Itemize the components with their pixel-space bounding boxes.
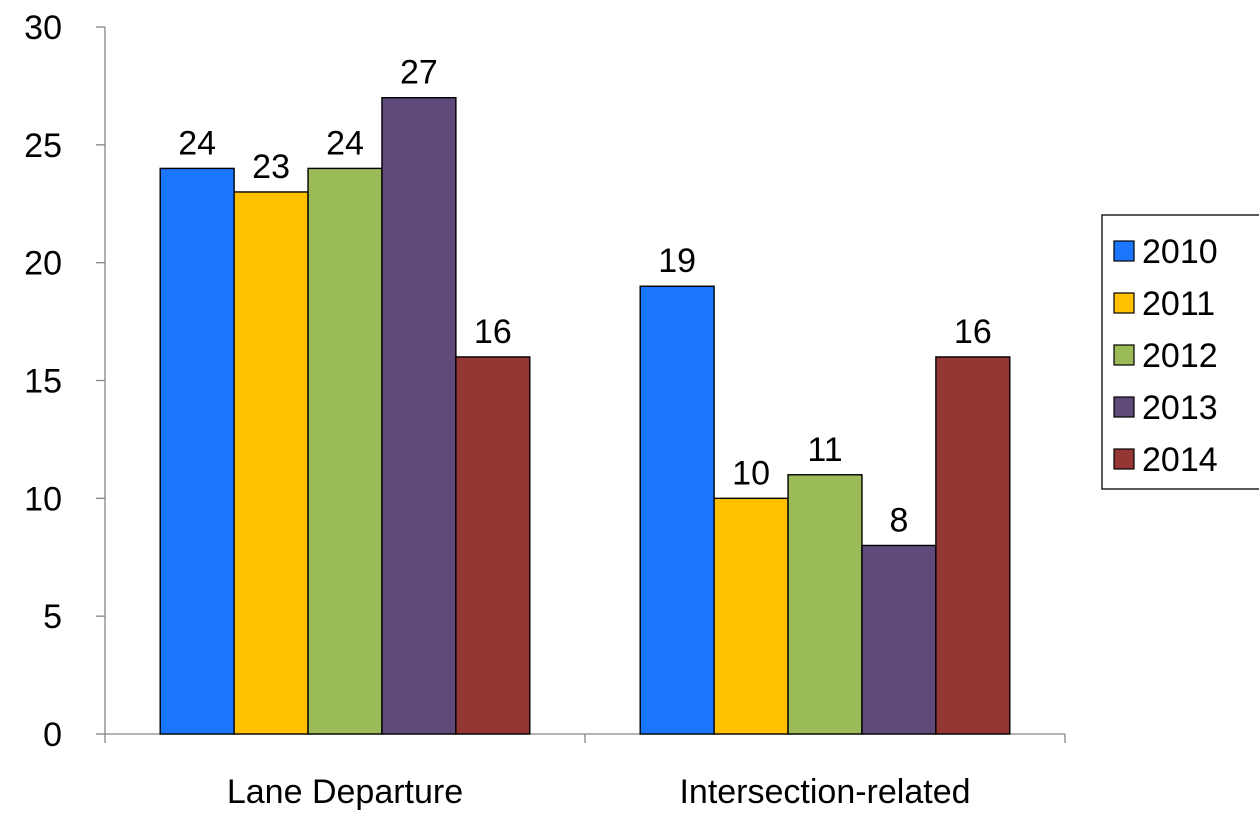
legend-swatch xyxy=(1113,344,1135,366)
legend-label: 2012 xyxy=(1142,337,1218,375)
x-category-label: Lane Departure xyxy=(227,773,463,811)
data-label: 11 xyxy=(807,431,842,469)
data-label: 10 xyxy=(732,454,770,492)
y-tick-label: 30 xyxy=(24,9,62,47)
bar xyxy=(307,167,383,735)
x-axis: Lane Departure Intersection-related xyxy=(104,733,1066,811)
y-tick-label: 5 xyxy=(43,598,62,636)
data-label: 27 xyxy=(400,54,438,92)
y-tick-label: 25 xyxy=(24,127,62,165)
data-label: 16 xyxy=(954,313,992,351)
data-label: 19 xyxy=(658,242,696,280)
bars xyxy=(159,96,1011,735)
data-label: 23 xyxy=(252,148,290,186)
y-axis: 0 5 10 15 20 25 30 xyxy=(24,9,106,754)
data-label: 16 xyxy=(474,313,512,351)
legend-swatch xyxy=(1113,448,1135,470)
bar xyxy=(455,356,531,735)
bar xyxy=(935,356,1011,735)
bar xyxy=(861,544,937,735)
data-label: 8 xyxy=(889,501,908,539)
y-tick-label: 0 xyxy=(43,716,62,754)
bar xyxy=(713,497,789,735)
bar xyxy=(233,191,309,735)
legend-label: 2011 xyxy=(1142,285,1215,323)
bar xyxy=(639,285,715,735)
bar xyxy=(787,474,863,735)
data-labels: 24 23 24 27 16 19 10 11 8 16 xyxy=(178,54,992,540)
bar xyxy=(159,167,235,735)
legend: 2010 2011 2012 2013 2014 xyxy=(1101,214,1259,490)
x-category-label: Intersection-related xyxy=(679,773,970,811)
bar xyxy=(381,96,457,735)
legend-label: 2010 xyxy=(1142,233,1218,271)
data-label: 24 xyxy=(326,124,364,162)
y-tick-label: 15 xyxy=(24,363,62,401)
y-tick-label: 10 xyxy=(24,480,62,518)
legend-swatch xyxy=(1113,240,1135,262)
legend-label: 2013 xyxy=(1142,389,1218,427)
legend-label: 2014 xyxy=(1142,441,1218,479)
legend-swatch xyxy=(1113,292,1135,314)
data-label: 24 xyxy=(178,124,216,162)
y-tick-label: 20 xyxy=(24,245,62,283)
legend-swatch xyxy=(1113,396,1135,418)
